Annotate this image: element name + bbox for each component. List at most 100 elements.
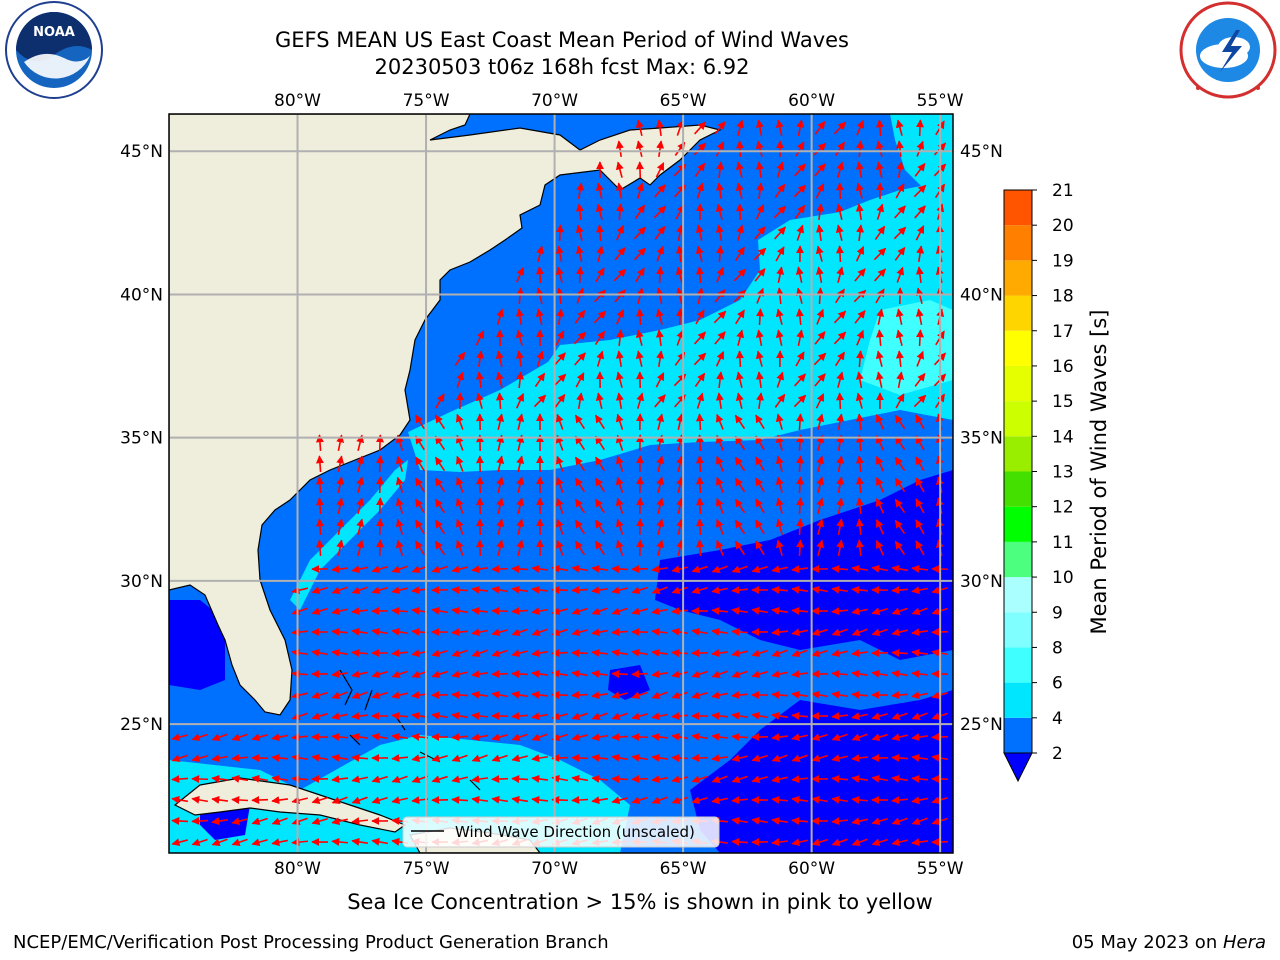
wave-direction-arrow: [916, 350, 925, 367]
wave-direction-arrow: [891, 691, 909, 700]
wave-direction-arrow: [454, 351, 466, 366]
wave-direction-arrow: [715, 476, 724, 493]
wave-direction-arrow: [611, 691, 628, 700]
wave-direction-arrow: [894, 498, 906, 514]
wave-direction-arrow: [756, 287, 765, 304]
wave-direction-arrow: [856, 140, 865, 158]
wave-direction-arrow: [894, 246, 906, 261]
wave-direction-arrow: [813, 142, 827, 156]
wave-direction-arrow: [511, 564, 529, 573]
wave-direction-arrow: [451, 690, 469, 699]
wave-direction-arrow: [515, 393, 525, 409]
wave-direction-arrow: [376, 476, 385, 494]
wave-direction-arrow: [915, 498, 925, 514]
wave-direction-arrow: [735, 140, 744, 158]
wave-direction-arrow: [915, 225, 925, 241]
wave-direction-arrow: [851, 607, 868, 616]
wave-direction-arrow: [611, 774, 629, 783]
wave-direction-arrow: [855, 392, 864, 409]
wave-direction-arrow: [676, 539, 685, 556]
wave-direction-arrow: [755, 161, 764, 179]
wave-direction-arrow: [915, 477, 925, 493]
footer-date-text: 05 May 2023 on: [1071, 932, 1223, 953]
wave-direction-arrow: [755, 414, 765, 430]
wave-direction-arrow: [631, 670, 649, 679]
wave-direction-arrow: [311, 753, 329, 762]
wave-direction-arrow: [771, 711, 789, 720]
wave-direction-arrow: [611, 586, 628, 595]
lat-label-left: 35°N: [120, 429, 163, 449]
wave-direction-arrow: [896, 161, 905, 179]
wave-direction-arrow: [271, 817, 288, 826]
wave-direction-arrow: [915, 287, 924, 304]
wave-direction-arrow: [356, 476, 365, 493]
wave-direction-arrow: [711, 649, 729, 658]
wave-direction-arrow: [731, 649, 748, 658]
wave-direction-arrow: [693, 352, 707, 366]
wave-direction-arrow: [671, 670, 688, 679]
wave-direction-arrow: [791, 733, 808, 742]
wave-direction-arrow: [516, 539, 525, 556]
wave-direction-arrow: [336, 497, 345, 514]
wave-direction-arrow: [591, 733, 609, 742]
wave-direction-arrow: [915, 414, 925, 430]
wave-direction-arrow: [655, 119, 664, 137]
wave-direction-arrow: [831, 754, 848, 763]
wave-direction-arrow: [715, 224, 724, 242]
wave-direction-arrow: [531, 733, 548, 742]
colorbar-segment: [1004, 647, 1032, 683]
wave-direction-arrow: [434, 519, 446, 535]
wave-direction-arrow: [271, 753, 289, 762]
wave-direction-arrow: [676, 455, 685, 472]
wave-direction-arrow: [811, 795, 829, 804]
wave-direction-arrow: [915, 266, 924, 284]
wave-direction-arrow: [851, 774, 869, 783]
wave-direction-arrow: [731, 606, 749, 615]
wave-direction-arrow: [713, 310, 727, 324]
wave-direction-arrow: [731, 711, 749, 720]
wave-direction-arrow: [531, 564, 549, 573]
wave-direction-arrow: [535, 308, 544, 325]
wave-direction-arrow: [694, 162, 706, 177]
wave-direction-arrow: [734, 456, 746, 472]
wave-direction-arrow: [636, 287, 645, 304]
wave-direction-arrow: [331, 796, 348, 805]
wave-direction-arrow: [596, 350, 605, 367]
wave-direction-arrow: [395, 476, 404, 493]
wave-direction-arrow: [833, 121, 847, 135]
wave-direction-arrow: [696, 287, 705, 304]
wave-direction-arrow: [471, 754, 488, 763]
wave-direction-arrow: [615, 161, 624, 178]
wave-direction-arrow: [831, 649, 848, 658]
wave-direction-arrow: [676, 224, 685, 242]
wave-direction-arrow: [575, 372, 585, 388]
wave-direction-arrow: [651, 732, 669, 741]
wave-direction-arrow: [815, 393, 825, 409]
wave-direction-arrow: [451, 733, 469, 742]
wave-direction-arrow: [533, 394, 547, 408]
wave-direction-arrow: [636, 182, 645, 199]
wave-direction-arrow: [855, 539, 864, 557]
wave-direction-arrow: [571, 628, 588, 637]
wave-direction-arrow: [775, 539, 784, 556]
wave-direction-arrow: [351, 586, 368, 595]
wave-direction-arrow: [814, 121, 826, 135]
wave-direction-arrow: [894, 519, 906, 535]
wave-direction-arrow: [491, 585, 509, 594]
wave-direction-arrow: [595, 224, 604, 242]
wave-direction-arrow: [531, 585, 549, 594]
wave-direction-arrow: [635, 161, 644, 179]
wave-direction-arrow: [794, 204, 806, 219]
wave-direction-arrow: [351, 627, 369, 636]
wave-direction-arrow: [391, 711, 409, 720]
wave-direction-arrow: [831, 817, 849, 826]
wave-direction-arrow: [891, 586, 909, 595]
wave-direction-arrow: [555, 497, 564, 514]
wave-direction-arrow: [575, 245, 584, 262]
colorbar-segment: [1004, 577, 1032, 613]
wave-direction-arrow: [511, 774, 529, 783]
wave-direction-arrow: [291, 817, 308, 826]
wave-direction-arrow: [555, 266, 564, 283]
wave-direction-arrow: [574, 540, 586, 556]
wave-direction-arrow: [791, 585, 809, 594]
